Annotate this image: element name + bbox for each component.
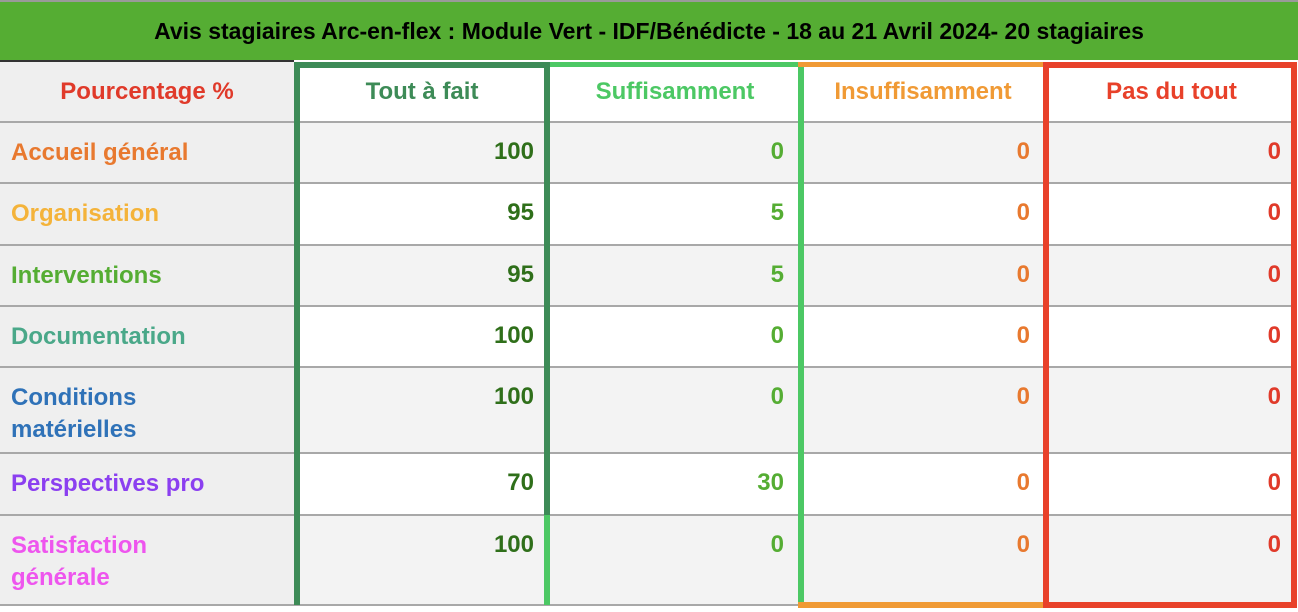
table-row: Satisfaction générale 100 0 0 0: [0, 515, 1297, 606]
cell-suffisamment: 0: [550, 122, 800, 184]
header-suffisamment: Suffisamment: [550, 62, 800, 123]
cell-insuffisamment: 0: [800, 453, 1046, 516]
survey-table: Pourcentage % Tout à fait Suffisamment I…: [0, 62, 1297, 606]
table-row: Accueil général 100 0 0 0: [0, 122, 1297, 184]
cell-pas-du-tout: 0: [1046, 183, 1297, 246]
insuff-column-border-bottom: [798, 602, 1048, 608]
table-row: Perspectives pro 70 30 0 0: [0, 453, 1297, 516]
cell-pas-du-tout: 0: [1046, 367, 1297, 454]
cell-tout-a-fait: 100: [294, 306, 550, 368]
divider: [0, 60, 294, 62]
pas-column-border: [1043, 62, 1297, 608]
row-label: Interventions: [0, 245, 294, 307]
cell-suffisamment: 30: [550, 453, 800, 516]
cell-suffisamment: 5: [550, 183, 800, 246]
tout-column-border-top: [294, 62, 550, 68]
row-label: Accueil général: [0, 122, 294, 184]
table-row: Interventions 95 5 0 0: [0, 245, 1297, 307]
cell-tout-a-fait: 95: [294, 245, 550, 307]
header-pas-du-tout: Pas du tout: [1046, 62, 1297, 123]
cell-suffisamment: 0: [550, 367, 800, 454]
cell-pas-du-tout: 0: [1046, 515, 1297, 606]
cell-insuffisamment: 0: [800, 245, 1046, 307]
cell-insuffisamment: 0: [800, 515, 1046, 606]
cell-tout-a-fait: 70: [294, 453, 550, 516]
table-row: Conditions matérielles 100 0 0 0: [0, 367, 1297, 454]
insuff-column-border-top: [798, 62, 1048, 67]
cell-pas-du-tout: 0: [1046, 122, 1297, 184]
cell-suffisamment: 0: [550, 515, 800, 606]
tout-column-border-right: [544, 62, 550, 515]
cell-pas-du-tout: 0: [1046, 453, 1297, 516]
cell-tout-a-fait: 100: [294, 122, 550, 184]
cell-tout-a-fait: 100: [294, 367, 550, 454]
row-label: Perspectives pro: [0, 453, 294, 516]
cell-pas-du-tout: 0: [1046, 306, 1297, 368]
suff-column-border-top: [550, 62, 800, 67]
cell-tout-a-fait: 95: [294, 183, 550, 246]
cell-insuffisamment: 0: [800, 367, 1046, 454]
row-label: Documentation: [0, 306, 294, 368]
tout-column-border-left: [294, 62, 300, 605]
suff-column-border-right: [798, 62, 804, 605]
header-row: Pourcentage % Tout à fait Suffisamment I…: [0, 62, 1297, 123]
row-label: Conditions matérielles: [0, 367, 294, 454]
table-row: Organisation 95 5 0 0: [0, 183, 1297, 246]
cell-insuffisamment: 0: [800, 122, 1046, 184]
cell-suffisamment: 5: [550, 245, 800, 307]
header-tout-a-fait: Tout à fait: [294, 62, 550, 123]
row-label: Satisfaction générale: [0, 515, 294, 606]
table-title: Avis stagiaires Arc-en-flex : Module Ver…: [0, 0, 1298, 60]
header-percentage: Pourcentage %: [0, 62, 294, 123]
table-row: Documentation 100 0 0 0: [0, 306, 1297, 368]
cell-suffisamment: 0: [550, 306, 800, 368]
cell-insuffisamment: 0: [800, 306, 1046, 368]
cell-tout-a-fait: 100: [294, 515, 550, 606]
row-label: Organisation: [0, 183, 294, 246]
header-insuffisamment: Insuffisamment: [800, 62, 1046, 123]
cell-insuffisamment: 0: [800, 183, 1046, 246]
cell-pas-du-tout: 0: [1046, 245, 1297, 307]
suff-column-border-left: [544, 515, 550, 605]
